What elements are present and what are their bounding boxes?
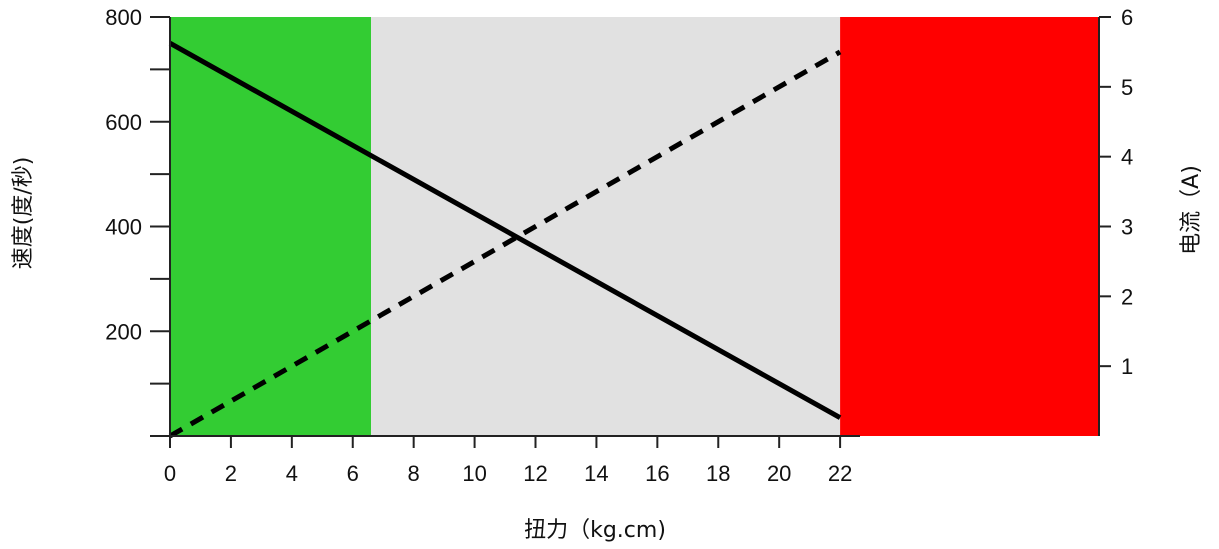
y-axis-right-title: 电流（A)	[1179, 165, 1204, 255]
y-right-tick-label: 3	[1121, 215, 1133, 240]
y-left-tick-label: 600	[105, 110, 142, 135]
x-tick-label: 8	[408, 461, 420, 486]
x-tick-label: 20	[767, 461, 791, 486]
x-axis-title: 扭力（kg.cm)	[524, 518, 666, 543]
green-zone	[170, 17, 372, 436]
current-series-line	[168, 49, 842, 439]
gray-zone	[371, 17, 841, 436]
x-tick-label: 6	[347, 461, 359, 486]
y-left-tick-label: 400	[105, 215, 142, 240]
x-tick-label: 12	[523, 461, 547, 486]
x-tick-label: 2	[225, 461, 237, 486]
x-tick-label: 10	[462, 461, 486, 486]
background-regions	[170, 17, 1099, 436]
y-right-tick-label: 5	[1121, 75, 1133, 100]
x-tick-label: 14	[584, 461, 608, 486]
series-group	[168, 41, 842, 439]
x-tick-label: 4	[286, 461, 298, 486]
y-right-tick-label: 4	[1121, 145, 1133, 170]
y-right-tick-label: 6	[1121, 5, 1133, 30]
x-tick-label: 22	[828, 461, 852, 486]
red-zone	[840, 17, 1099, 436]
y-left-tick-label: 800	[105, 5, 142, 30]
speed-series-line	[168, 41, 842, 420]
y-right-tick-label: 1	[1121, 354, 1133, 379]
y-axis-left-title: 速度(度/秒)	[11, 157, 36, 270]
x-tick-label: 0	[164, 461, 176, 486]
y-right-tick-label: 2	[1121, 284, 1133, 309]
y-left-tick-label: 200	[105, 319, 142, 344]
x-tick-label: 18	[706, 461, 730, 486]
x-tick-label: 16	[645, 461, 669, 486]
